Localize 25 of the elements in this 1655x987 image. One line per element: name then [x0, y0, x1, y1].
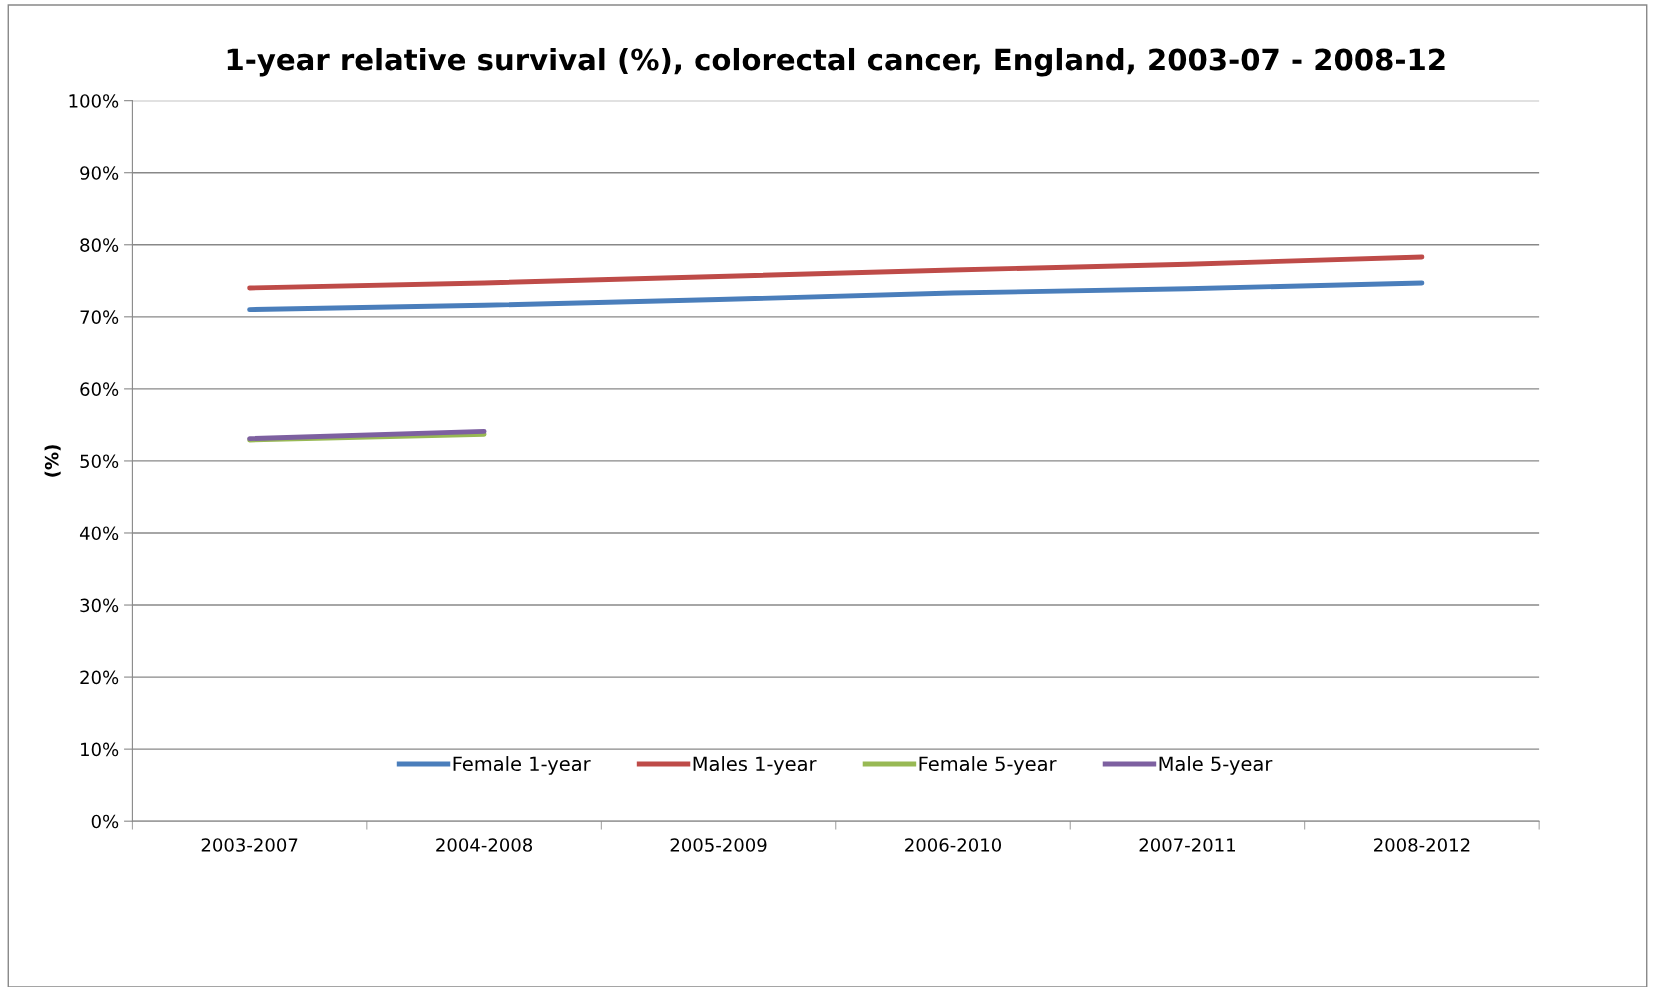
y-tick-label: 50%	[80, 454, 119, 469]
y-axis-title: (%)	[44, 445, 61, 477]
legend-label: Female 1-year	[453, 756, 591, 775]
x-tick-label: 2006-2010	[905, 838, 1002, 852]
y-tick-label: 40%	[79, 526, 119, 541]
line-series	[247, 254, 1425, 291]
x-tick-label: 2003-2007	[201, 838, 298, 852]
line-series	[247, 280, 1425, 313]
y-tick-label: 0%	[91, 814, 119, 829]
x-tick-label: 2007-2011	[1139, 838, 1235, 852]
x-tick-label: 2005-2009	[670, 838, 767, 852]
y-tick-label: 70%	[80, 310, 119, 324]
y-tick-label: 90%	[80, 166, 119, 180]
x-tick-label: 2004-2008	[436, 838, 533, 852]
y-tick-label: 20%	[80, 670, 119, 685]
legend-label: Males 1-year	[693, 756, 817, 775]
legend-label: Male 5-year	[1159, 756, 1273, 775]
chart-title: 1-year relative survival (%), colorectal cancer, England, 2003-07 - 2008-12	[227, 47, 1445, 77]
y-tick-label: 60%	[80, 382, 119, 396]
y-tick-label: 100%	[69, 94, 119, 108]
x-tick-label: 2008-2012	[1374, 838, 1470, 852]
legend-label: Female 5-year	[919, 756, 1057, 775]
y-tick-label: 10%	[81, 742, 119, 757]
y-tick-label: 80%	[80, 238, 119, 252]
y-tick-label: 30%	[80, 598, 119, 613]
